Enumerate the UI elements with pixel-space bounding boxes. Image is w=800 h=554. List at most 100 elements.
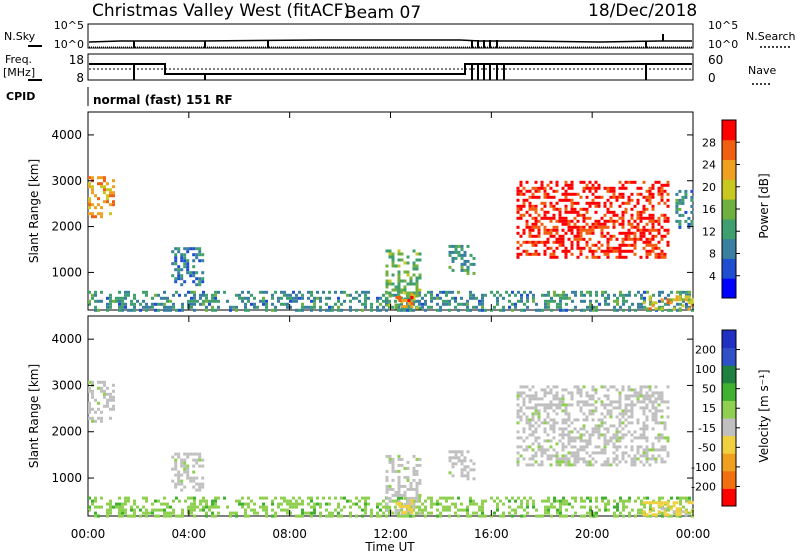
power-cell <box>410 305 414 308</box>
power-cell <box>622 299 625 303</box>
power-cell <box>466 268 470 272</box>
velocity-cell <box>618 445 622 449</box>
power-cell <box>166 299 169 303</box>
power-cell <box>412 273 416 277</box>
velocity-cell <box>684 510 688 514</box>
power-cell <box>624 201 628 205</box>
power-cell <box>385 291 389 295</box>
power-cell <box>250 293 253 297</box>
velocity-cell <box>418 511 422 515</box>
velocity-cell <box>558 457 562 461</box>
velocity-cell <box>567 451 571 455</box>
power-cell <box>657 231 661 235</box>
power-cell <box>550 296 553 300</box>
velocity-cell <box>358 505 361 509</box>
power-cell <box>286 293 289 297</box>
velocity-cell <box>582 385 586 389</box>
power-cell <box>588 180 592 184</box>
velocity-colorbar-tick-label: -15 <box>698 422 716 435</box>
power-cell <box>454 305 457 309</box>
power-cell <box>594 249 598 253</box>
power-cell <box>645 307 649 311</box>
velocity-cell <box>537 445 541 449</box>
power-cell <box>436 296 439 300</box>
velocity-cell <box>400 493 404 497</box>
power-cell <box>543 243 547 247</box>
power-cell <box>436 293 439 297</box>
velocity-cell <box>460 502 463 506</box>
velocity-cell <box>211 511 214 515</box>
power-cell <box>555 237 559 241</box>
velocity-cell <box>643 505 646 509</box>
power-cell <box>654 252 658 256</box>
velocity-cell <box>591 430 595 434</box>
velocity-cell <box>190 505 193 509</box>
power-cell <box>660 249 664 253</box>
power-cell <box>660 225 664 229</box>
power-cell <box>91 185 94 189</box>
power-cell <box>112 185 115 189</box>
velocity-cell <box>463 468 467 472</box>
velocity-cell <box>97 416 100 420</box>
velocity-cell <box>265 505 268 509</box>
velocity-cell <box>195 458 199 462</box>
velocity-colorbar-frame <box>721 329 737 507</box>
power-cell <box>667 308 670 312</box>
velocity-cell <box>388 487 392 491</box>
velocity-cell <box>534 421 538 425</box>
velocity-cell <box>192 470 196 474</box>
power-cell <box>553 299 556 303</box>
velocity-cell <box>198 464 202 468</box>
velocity-cell <box>660 409 664 413</box>
velocity-cell <box>573 460 577 464</box>
power-cell <box>517 290 520 294</box>
power-cell <box>585 207 589 211</box>
power-cell <box>183 280 187 284</box>
power-cell <box>555 183 559 187</box>
power-cell <box>624 186 628 190</box>
velocity-cell <box>525 415 529 419</box>
velocity-cell <box>412 472 416 476</box>
power-cell <box>229 308 232 312</box>
power-cell <box>636 210 640 214</box>
power-cell <box>684 295 688 299</box>
power-cell <box>618 246 622 250</box>
power-cell <box>418 276 422 280</box>
velocity-cell <box>406 466 410 470</box>
velocity-cell <box>558 463 562 467</box>
power-cell <box>550 308 553 312</box>
power-cell <box>564 219 568 223</box>
velocity-cell <box>364 502 367 506</box>
power-cell <box>663 255 667 259</box>
velocity-cell <box>466 514 469 518</box>
velocity-cell <box>564 418 568 422</box>
power-cell <box>676 290 679 294</box>
velocity-cell <box>579 400 583 404</box>
power-cell <box>630 180 634 184</box>
velocity-cell <box>570 421 574 425</box>
power-cell <box>289 299 292 303</box>
power-cell <box>630 249 634 253</box>
velocity-cell <box>174 452 178 456</box>
power-cell <box>532 296 535 300</box>
velocity-cell <box>211 502 214 506</box>
power-cell <box>519 180 523 184</box>
power-cell <box>190 305 193 309</box>
power-cell <box>690 298 694 302</box>
velocity-cell <box>183 464 187 468</box>
velocity-cell <box>406 460 410 464</box>
velocity-cell <box>600 463 604 467</box>
velocity-cell <box>642 412 646 416</box>
velocity-cell <box>214 502 217 506</box>
power-cell <box>406 291 410 295</box>
power-cell <box>540 216 544 220</box>
velocity-cell <box>454 450 458 454</box>
power-cell <box>406 308 409 312</box>
power-cell <box>304 305 307 309</box>
power-cell <box>570 240 574 244</box>
velocity-cell <box>187 496 190 500</box>
power-cell <box>621 216 625 220</box>
velocity-cell <box>630 463 634 467</box>
power-cell <box>484 308 487 312</box>
velocity-cell <box>546 415 550 419</box>
